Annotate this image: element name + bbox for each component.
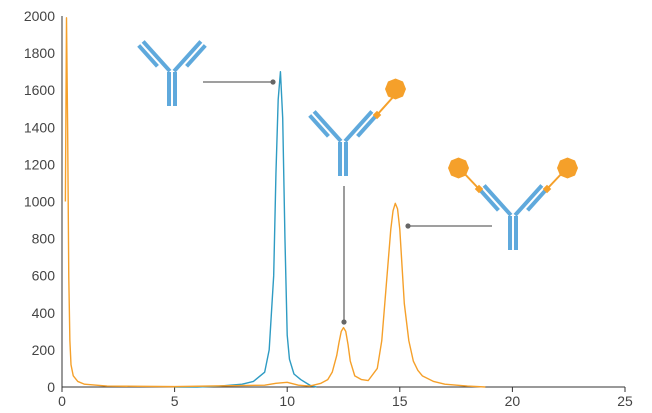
- x-tick-label: 0: [58, 393, 66, 409]
- y-tick-label: 1600: [24, 82, 55, 98]
- drug-payload-icon: [372, 78, 406, 120]
- y-tick-label: 200: [32, 342, 56, 358]
- naked-antibody-icon: [137, 40, 207, 106]
- y-tick-label: 0: [47, 379, 55, 395]
- x-tick-label: 25: [617, 393, 633, 409]
- y-tick-label: 1200: [24, 156, 55, 172]
- y-tick-label: 400: [32, 305, 56, 321]
- series-line-blue: [174, 70, 317, 388]
- leader-dot-naked-antibody: [270, 79, 276, 85]
- x-tick-label: 20: [505, 393, 521, 409]
- leader-dot-double-drug: [405, 223, 411, 229]
- x-tick-label: 5: [171, 393, 179, 409]
- double-drug-antibody-icon: [448, 157, 578, 250]
- series-line-orange: [64, 17, 486, 388]
- x-ticks: 0 5 10 15 20 25: [58, 387, 633, 409]
- y-tick-label: 1400: [24, 119, 55, 135]
- y-tick-label: 800: [32, 231, 56, 247]
- leader-dot-single-drug: [341, 319, 347, 325]
- drug-payload-icon-left: [448, 157, 484, 194]
- series-layer: [64, 17, 486, 388]
- x-tick-label: 10: [279, 393, 295, 409]
- y-tick-label: 1800: [24, 45, 55, 61]
- y-tick-label: 1000: [24, 194, 55, 210]
- single-drug-antibody-icon: [308, 78, 406, 176]
- x-tick-label: 15: [392, 393, 408, 409]
- drug-payload-icon-right: [542, 157, 578, 194]
- y-tick-label: 2000: [24, 8, 55, 24]
- y-ticks: 0 200 400 600 800 1000 1200 1400 1600 1800 2000: [24, 8, 55, 395]
- leader-lines: [203, 79, 492, 325]
- y-tick-label: 600: [32, 268, 56, 284]
